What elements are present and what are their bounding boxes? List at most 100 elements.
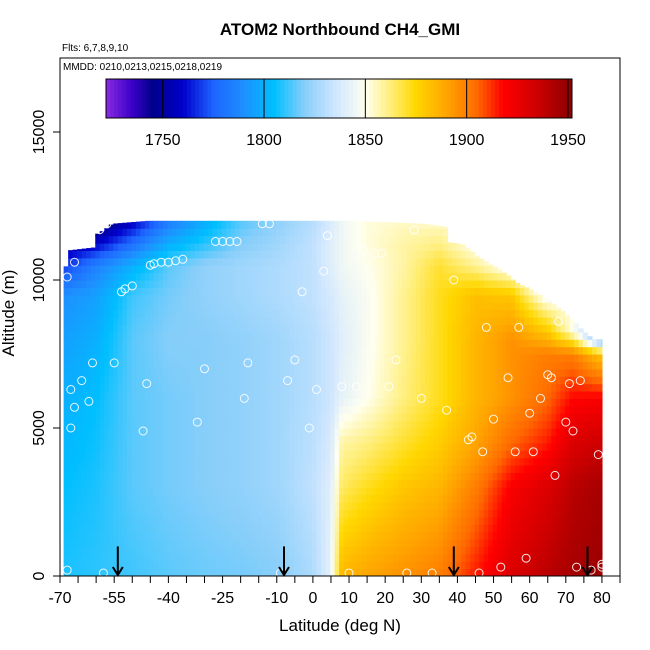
field-cell — [131, 324, 137, 333]
field-cell — [104, 413, 110, 422]
field-cell — [497, 553, 503, 562]
field-cell — [470, 265, 476, 274]
field-cell — [230, 479, 236, 488]
field-cell — [343, 568, 349, 576]
field-cell — [492, 524, 498, 533]
field-cell — [339, 516, 345, 525]
field-cell — [253, 228, 259, 237]
field-cell — [81, 302, 87, 311]
field-cell — [334, 494, 340, 503]
field-cell — [190, 361, 196, 370]
field-cell — [370, 243, 376, 251]
field-cell — [515, 539, 521, 547]
field-cell — [542, 376, 548, 385]
field-cell — [140, 435, 146, 444]
field-cell — [176, 346, 182, 355]
field-cell — [343, 324, 349, 333]
field-cell — [185, 220, 191, 229]
field-cell — [361, 494, 367, 503]
field-cell — [176, 391, 182, 399]
field-cell — [262, 435, 268, 444]
field-cell — [248, 494, 254, 503]
field-cell — [334, 280, 340, 288]
field-cell — [438, 339, 444, 348]
field-cell — [510, 405, 516, 414]
field-cell — [433, 442, 440, 451]
field-cell — [334, 250, 340, 259]
field-cell — [442, 376, 449, 385]
field-cell — [501, 368, 507, 377]
field-cell — [131, 553, 137, 562]
field-cell — [515, 509, 521, 518]
field-cell — [415, 257, 421, 266]
field-cell — [388, 472, 394, 481]
field-cell — [325, 472, 331, 481]
field-cell — [447, 317, 453, 325]
field-cell — [280, 502, 286, 510]
field-cell — [194, 228, 200, 237]
field-cell — [298, 509, 304, 518]
field-cell — [510, 494, 516, 503]
field-cell — [212, 309, 218, 318]
field-cell — [420, 502, 426, 510]
field-cell — [144, 472, 151, 481]
field-cell — [334, 509, 340, 518]
field-cell — [307, 250, 313, 259]
field-cell — [126, 502, 132, 510]
field-cell — [456, 368, 462, 377]
field-cell — [149, 398, 155, 407]
field-cell — [271, 531, 277, 540]
field-cell — [135, 257, 141, 266]
field-cell — [438, 391, 444, 399]
field-cell — [185, 309, 191, 318]
field-cell — [537, 383, 543, 392]
field-cell — [348, 516, 354, 525]
field-cell — [235, 420, 241, 429]
field-cell — [131, 272, 137, 281]
field-cell — [321, 309, 327, 318]
field-cell — [176, 502, 182, 510]
field-cell — [235, 472, 241, 481]
field-cell — [479, 317, 485, 325]
field-cell — [429, 265, 435, 274]
field-cell — [501, 317, 507, 325]
field-cell — [366, 487, 372, 496]
field-cell — [424, 235, 431, 244]
field-cell — [357, 265, 363, 274]
field-cell — [257, 420, 263, 429]
field-cell — [293, 539, 300, 547]
field-cell — [122, 250, 128, 259]
field-cell — [321, 354, 327, 362]
field-cell — [235, 280, 241, 288]
field-cell — [302, 420, 309, 429]
field-cell — [510, 509, 516, 518]
field-cell — [312, 398, 318, 407]
field-cell — [497, 346, 503, 355]
field-cell — [149, 220, 155, 229]
field-cell — [113, 339, 119, 348]
field-cell — [533, 324, 539, 333]
field-cell — [235, 465, 241, 473]
field-cell — [158, 472, 164, 481]
field-cell — [212, 265, 218, 274]
field-cell — [375, 309, 381, 318]
field-cell — [131, 442, 137, 451]
field-cell — [415, 223, 421, 229]
field-cell — [199, 465, 205, 473]
field-cell — [190, 472, 196, 481]
field-cell — [465, 398, 471, 407]
field-cell — [515, 524, 521, 533]
field-cell — [348, 302, 354, 311]
field-cell — [86, 465, 92, 473]
field-cell — [420, 465, 426, 473]
field-cell — [86, 368, 92, 377]
field-cell — [339, 568, 345, 576]
field-cell — [212, 420, 218, 429]
field-cell — [90, 361, 96, 370]
field-cell — [86, 568, 92, 576]
field-cell — [411, 302, 417, 311]
field-cell — [140, 509, 146, 518]
field-cell — [280, 420, 286, 429]
field-cell — [194, 331, 200, 340]
field-cell — [343, 265, 349, 274]
